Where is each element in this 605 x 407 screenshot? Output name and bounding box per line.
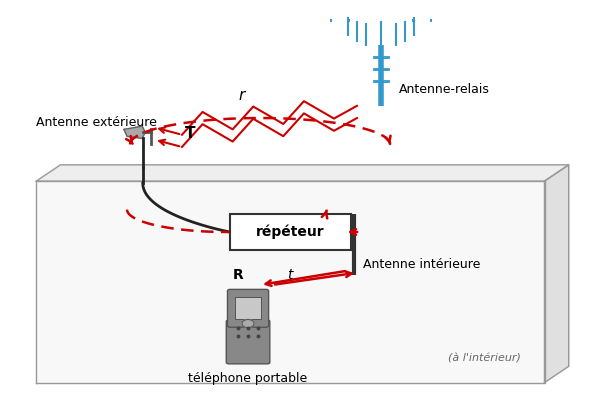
Text: T: T	[185, 126, 195, 141]
Text: t: t	[287, 268, 293, 282]
Text: Antenne extérieure: Antenne extérieure	[36, 116, 157, 129]
Text: (à l'intérieur): (à l'intérieur)	[448, 353, 520, 363]
Text: répéteur: répéteur	[256, 225, 325, 239]
Text: r: r	[239, 88, 245, 103]
Text: R: R	[233, 268, 244, 282]
Polygon shape	[36, 165, 569, 181]
Text: Antenne-relais: Antenne-relais	[399, 83, 490, 96]
FancyBboxPatch shape	[227, 289, 269, 327]
Bar	[235, 297, 261, 319]
Polygon shape	[36, 181, 544, 383]
Circle shape	[242, 319, 254, 328]
Text: Antenne intérieure: Antenne intérieure	[363, 258, 480, 271]
Bar	[230, 214, 351, 250]
FancyBboxPatch shape	[226, 320, 270, 364]
Polygon shape	[124, 126, 145, 138]
Text: téléphone portable: téléphone portable	[188, 372, 308, 385]
Polygon shape	[544, 165, 569, 383]
